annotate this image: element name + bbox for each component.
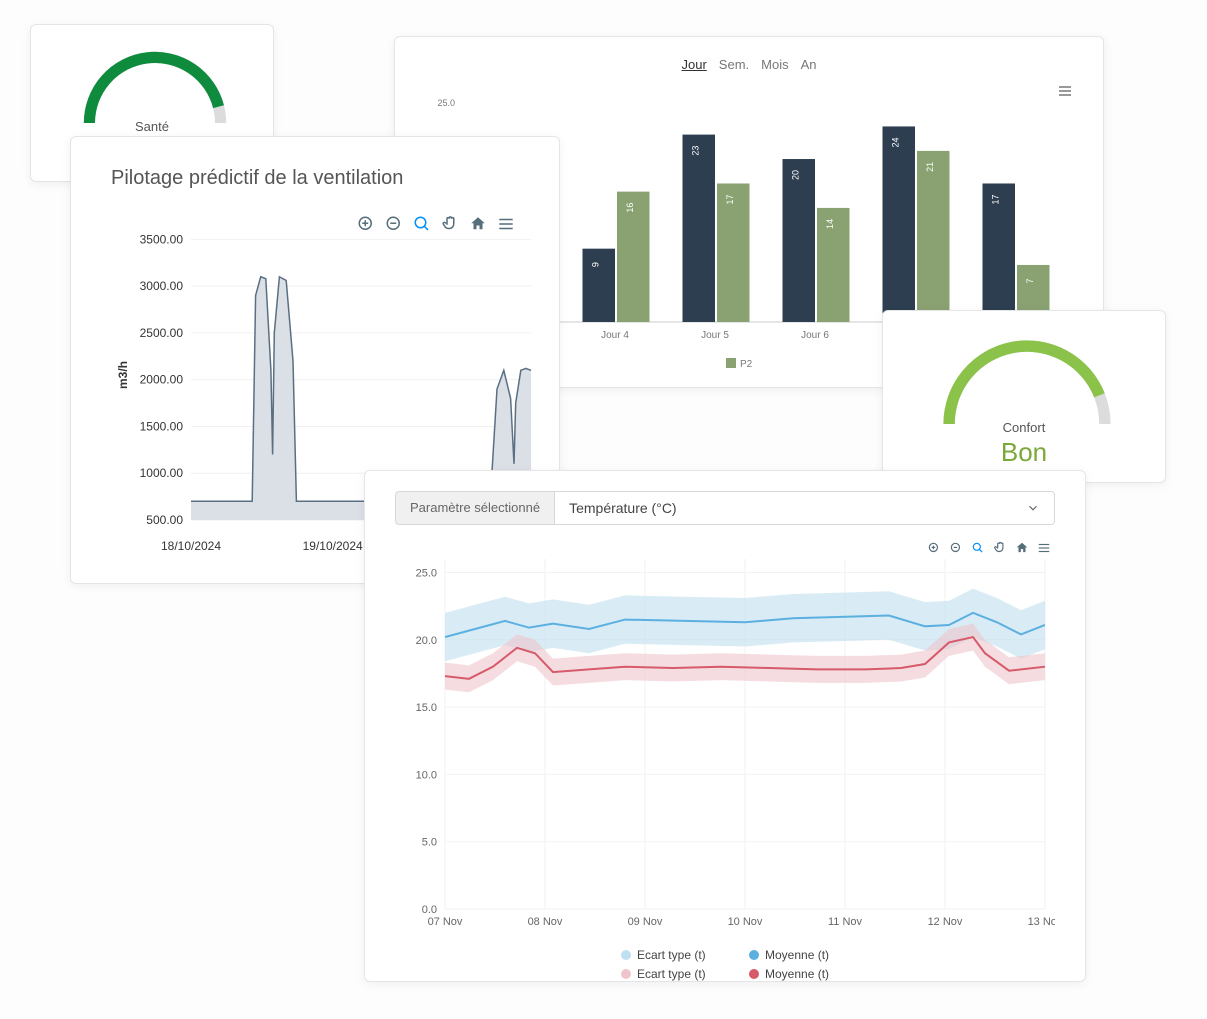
svg-text:1000.00: 1000.00 <box>140 466 184 480</box>
svg-text:P2: P2 <box>740 359 753 370</box>
zoom-in-icon[interactable] <box>357 215 375 233</box>
svg-text:16: 16 <box>625 203 635 213</box>
home-icon[interactable] <box>469 215 487 233</box>
period-tab-An[interactable]: An <box>801 57 817 72</box>
svg-text:3000.00: 3000.00 <box>140 279 184 293</box>
svg-text:Jour 6: Jour 6 <box>801 330 829 341</box>
svg-text:2500.00: 2500.00 <box>140 326 184 340</box>
svg-text:12 Nov: 12 Nov <box>928 916 963 928</box>
svg-text:Jour 4: Jour 4 <box>601 330 629 341</box>
gauge-card-confort: Confort Bon <box>882 310 1166 483</box>
param-label-button[interactable]: Paramètre sélectionné <box>395 491 555 525</box>
zoom-select-icon[interactable] <box>971 541 985 555</box>
svg-text:25.0: 25.0 <box>437 98 455 108</box>
svg-text:20.0: 20.0 <box>416 635 437 647</box>
menu-icon[interactable] <box>497 215 515 233</box>
svg-text:13 Nov: 13 Nov <box>1028 916 1055 928</box>
temperature-svg: 0.0 5.0 10.0 15.0 20.0 25.0 07 Nov 08 Nov 09 Nov… <box>395 539 1055 939</box>
svg-text:10 Nov: 10 Nov <box>728 916 763 928</box>
gauge-sante-svg <box>55 43 255 123</box>
period-tabs: Jour Sem. Mois An <box>425 57 1073 72</box>
svg-text:23: 23 <box>691 146 701 156</box>
svg-text:19/10/2024: 19/10/2024 <box>303 539 363 553</box>
legend-moyenne-red[interactable]: Moyenne (t) <box>749 967 829 981</box>
svg-text:21: 21 <box>925 162 935 172</box>
svg-text:18/10/2024: 18/10/2024 <box>161 539 221 553</box>
svg-text:07 Nov: 07 Nov <box>428 916 463 928</box>
menu-icon[interactable] <box>1037 541 1051 555</box>
svg-text:15.0: 15.0 <box>416 702 437 714</box>
svg-text:2000.00: 2000.00 <box>140 373 184 387</box>
svg-text:09 Nov: 09 Nov <box>628 916 663 928</box>
period-tab-Jour[interactable]: Jour <box>682 57 707 72</box>
period-tab-Sem.[interactable]: Sem. <box>719 57 749 72</box>
svg-text:Jour 5: Jour 5 <box>701 330 729 341</box>
ventilation-title: Pilotage prédictif de la ventilation <box>111 167 519 190</box>
zoom-select-icon[interactable] <box>413 215 431 233</box>
period-tab-Mois[interactable]: Mois <box>761 57 788 72</box>
temperature-toolbar <box>927 541 1051 555</box>
svg-text:3500.00: 3500.00 <box>140 232 184 246</box>
chart-menu-icon[interactable] <box>1057 83 1073 104</box>
legend-ecart-blue[interactable]: Ecart type (t) <box>621 948 706 962</box>
svg-text:11 Nov: 11 Nov <box>828 916 863 928</box>
home-icon[interactable] <box>1015 541 1029 555</box>
svg-text:08 Nov: 08 Nov <box>528 916 563 928</box>
svg-text:9: 9 <box>591 262 601 267</box>
param-select[interactable]: Température (°C) <box>555 491 1055 525</box>
param-selected-value: Température (°C) <box>569 500 677 516</box>
ventilation-toolbar <box>357 215 515 233</box>
svg-text:17: 17 <box>991 194 1001 204</box>
pan-icon[interactable] <box>441 215 459 233</box>
svg-text:10.0: 10.0 <box>416 769 437 781</box>
svg-text:24: 24 <box>891 137 901 147</box>
legend-moyenne-blue[interactable]: Moyenne (t) <box>749 948 829 962</box>
svg-text:25.0: 25.0 <box>416 567 437 579</box>
svg-text:1500.00: 1500.00 <box>140 419 184 433</box>
legend-ecart-red[interactable]: Ecart type (t) <box>621 967 706 981</box>
pan-icon[interactable] <box>993 541 1007 555</box>
zoom-out-icon[interactable] <box>949 541 963 555</box>
svg-text:m3/h: m3/h <box>116 361 130 389</box>
svg-text:17: 17 <box>725 194 735 204</box>
svg-text:14: 14 <box>825 219 835 229</box>
zoom-in-icon[interactable] <box>927 541 941 555</box>
svg-text:5.0: 5.0 <box>422 837 437 849</box>
svg-text:0.0: 0.0 <box>422 904 437 916</box>
gauge-confort-svg <box>907 329 1147 424</box>
svg-text:20: 20 <box>791 170 801 180</box>
temperature-legend-2: Ecart type (t) Moyenne (t) <box>395 967 1055 982</box>
temperature-chart-card: Paramètre sélectionné Température (°C) 0… <box>364 470 1086 982</box>
temperature-legend: Ecart type (t) Moyenne (t) <box>395 948 1055 963</box>
zoom-out-icon[interactable] <box>385 215 403 233</box>
gauge-confort-value: Bon <box>907 437 1141 468</box>
svg-text:500.00: 500.00 <box>146 513 183 527</box>
chevron-down-icon <box>1026 501 1040 515</box>
svg-text:7: 7 <box>1025 278 1035 283</box>
